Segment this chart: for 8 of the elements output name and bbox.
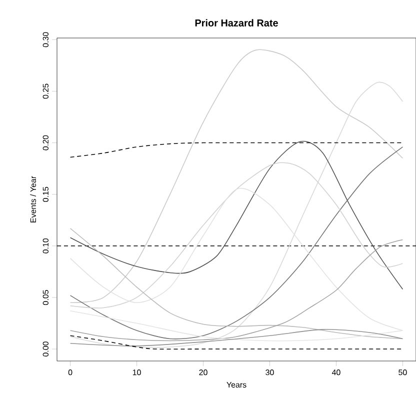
line-series [70, 82, 404, 348]
line-series [70, 49, 404, 304]
chart-title: Prior Hazard Rate [195, 19, 278, 26]
line-series [70, 335, 404, 350]
line-series [70, 141, 404, 290]
line-series [70, 142, 404, 158]
line-series [70, 146, 404, 340]
line-series [70, 328, 404, 346]
